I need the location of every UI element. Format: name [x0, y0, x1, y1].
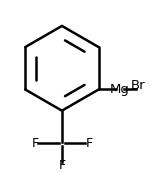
Text: F: F	[58, 159, 66, 172]
Text: F: F	[31, 137, 39, 150]
Text: Mg: Mg	[110, 83, 130, 96]
Text: Br: Br	[130, 79, 145, 92]
Text: F: F	[85, 137, 92, 150]
